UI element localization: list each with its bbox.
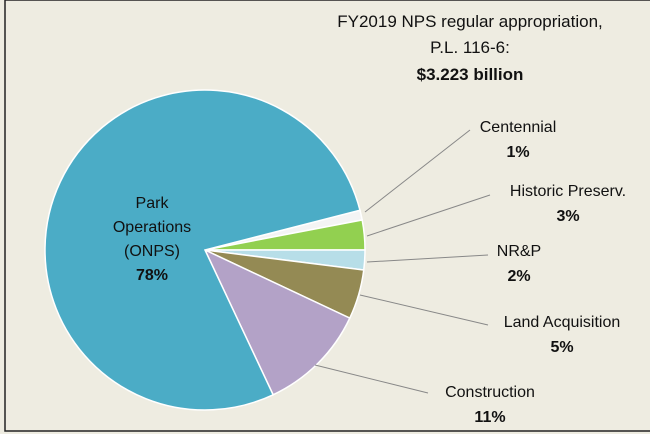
slice-label: Construction	[445, 384, 535, 401]
leader-line	[366, 194, 491, 237]
value-label: 5%	[550, 339, 574, 356]
slice-label: Centennial	[479, 119, 557, 136]
frame	[4, 0, 650, 432]
slice-label: Land Acquisition	[503, 314, 621, 331]
leader-line	[366, 254, 489, 263]
annotation: FY2019 NPS regular appropriation,	[337, 12, 603, 31]
annotation: P.L. 116-6:	[430, 38, 510, 57]
value-label: 11%	[474, 409, 506, 426]
value-label: 2%	[507, 268, 531, 285]
value-label: 1%	[506, 144, 530, 161]
leader-line	[359, 294, 489, 326]
slice-label: NR&P	[496, 243, 542, 260]
value-label: 3%	[556, 208, 580, 225]
value-label: 78%	[135, 267, 169, 284]
annotation: $3.223 billion	[416, 65, 524, 84]
leader-line	[364, 129, 471, 213]
slice-label: Park Operations (ONPS)	[112, 195, 192, 260]
pie-slice	[203, 248, 351, 396]
leader-line	[314, 364, 429, 394]
slice-label: Historic Preserv.	[509, 183, 627, 200]
pie-slice	[44, 89, 361, 411]
